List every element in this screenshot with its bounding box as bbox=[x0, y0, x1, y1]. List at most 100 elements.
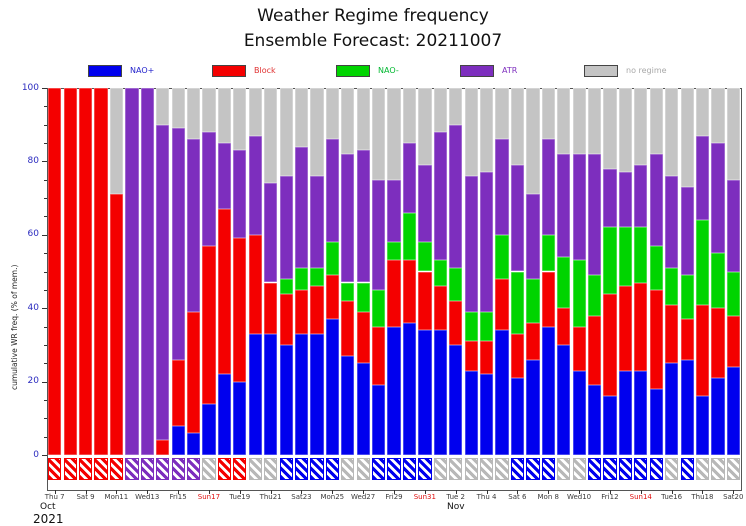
bar-segment-atr bbox=[726, 179, 740, 272]
x-tick-label: Thu18 bbox=[691, 493, 714, 501]
bar-segment-block bbox=[341, 300, 355, 356]
x-tick-label: Sun17 bbox=[197, 493, 221, 501]
x-tick bbox=[424, 490, 426, 494]
bar-segment-atr bbox=[572, 154, 586, 261]
bar-segment-nao+ bbox=[464, 370, 478, 455]
bar-segment-block bbox=[171, 359, 185, 426]
x-tick-label: Fri12 bbox=[601, 493, 619, 501]
y-minor-tick bbox=[44, 399, 47, 401]
x-tick-label: Sat 9 bbox=[76, 493, 95, 501]
bar-segment-nao- bbox=[726, 271, 740, 316]
bar-segment-no-regime bbox=[217, 88, 232, 144]
legend-swatch bbox=[212, 65, 246, 77]
bar-segment-block bbox=[464, 341, 478, 371]
x-tick-label: Wed27 bbox=[351, 493, 376, 501]
y-tick bbox=[42, 161, 47, 163]
regime-box-nao+ bbox=[372, 458, 386, 480]
y-minor-tick bbox=[44, 253, 47, 255]
bar-segment-nao+ bbox=[402, 322, 417, 455]
bar-segment-nao+ bbox=[726, 366, 740, 455]
bar-segment-atr bbox=[665, 176, 679, 268]
bar-segment-nao+ bbox=[187, 432, 201, 455]
bar-segment-no-regime bbox=[510, 88, 525, 166]
y-minor-tick bbox=[44, 289, 47, 291]
regime-box-atr bbox=[140, 458, 154, 480]
x-tick-label: Tue16 bbox=[661, 493, 683, 501]
bar-segment-no-regime bbox=[372, 88, 386, 180]
bar-segment-block bbox=[156, 440, 170, 455]
month-label-oct: Oct bbox=[40, 502, 56, 512]
x-tick-label: Sat20 bbox=[723, 493, 744, 501]
bar-segment-block bbox=[680, 319, 694, 360]
regime-box-nao+ bbox=[418, 458, 432, 480]
bar-segment-no-regime bbox=[310, 88, 324, 177]
bar-segment-block bbox=[264, 282, 278, 334]
bar-segment-nao- bbox=[341, 282, 355, 301]
bar-segment-block bbox=[325, 275, 340, 320]
legend-swatch bbox=[460, 65, 494, 77]
regime-box-nao+ bbox=[526, 458, 540, 480]
bar-segment-nao- bbox=[634, 227, 648, 283]
bar-segment-nao+ bbox=[294, 333, 309, 455]
bar-segment-no-regime bbox=[248, 88, 262, 136]
regime-box-none bbox=[464, 458, 478, 480]
bar-segment-atr bbox=[680, 187, 694, 276]
bar-segment-atr bbox=[140, 88, 154, 455]
x-tick-label: Mon 8 bbox=[537, 493, 559, 501]
bar-segment-atr bbox=[279, 176, 293, 279]
bar-segment-atr bbox=[711, 143, 725, 254]
bar-segment-no-regime bbox=[264, 88, 278, 184]
regime-box-none bbox=[695, 458, 710, 480]
bar-segment-no-regime bbox=[726, 88, 740, 180]
bar-segment-nao- bbox=[495, 234, 509, 279]
y-minor-tick bbox=[44, 106, 47, 108]
regime-box-none bbox=[202, 458, 216, 480]
bar-segment-block bbox=[310, 286, 324, 334]
bar-segment-nao- bbox=[510, 271, 525, 334]
legend-label: no regime bbox=[626, 66, 667, 75]
bar-segment-nao+ bbox=[572, 370, 586, 455]
y-minor-tick bbox=[44, 179, 47, 181]
bar-segment-nao+ bbox=[418, 330, 432, 455]
bar-segment-block bbox=[187, 311, 201, 433]
bar-segment-atr bbox=[217, 143, 232, 210]
bar-segment-nao- bbox=[372, 289, 386, 327]
bar-segment-block bbox=[79, 88, 93, 455]
legend-swatch bbox=[584, 65, 618, 77]
regime-box-nao+ bbox=[634, 458, 648, 480]
bar-segment-nao- bbox=[433, 260, 447, 287]
regime-box-none bbox=[557, 458, 571, 480]
bar-segment-nao- bbox=[603, 227, 617, 294]
bar-segment-atr bbox=[310, 176, 324, 268]
x-tick bbox=[270, 490, 272, 494]
bar-segment-nao+ bbox=[618, 370, 633, 455]
x-tick bbox=[239, 490, 241, 494]
bar-segment-no-regime bbox=[387, 88, 401, 180]
regime-box-atr bbox=[171, 458, 185, 480]
regime-box-atr bbox=[156, 458, 170, 480]
bar-segment-block bbox=[665, 304, 679, 364]
bar-segment-no-regime bbox=[449, 88, 463, 125]
bar-segment-nao+ bbox=[233, 381, 247, 455]
regime-box-block bbox=[63, 458, 77, 480]
regime-box-none bbox=[572, 458, 586, 480]
x-tick-label: Sat23 bbox=[291, 493, 312, 501]
bar-segment-nao+ bbox=[248, 333, 262, 455]
y-tick-label: 60 bbox=[27, 229, 39, 240]
bar-segment-atr bbox=[387, 179, 401, 243]
x-tick-label: Fri15 bbox=[169, 493, 187, 501]
bar-segment-block bbox=[387, 260, 401, 327]
bar-segment-atr bbox=[202, 132, 216, 246]
regime-box-nao+ bbox=[541, 458, 555, 480]
bar-segment-no-regime bbox=[233, 88, 247, 151]
x-tick-label: Fri29 bbox=[385, 493, 403, 501]
legend-swatch bbox=[88, 65, 122, 77]
bar-segment-atr bbox=[418, 165, 432, 243]
bar-segment-atr bbox=[433, 132, 447, 261]
right-spine bbox=[741, 88, 742, 490]
regime-box-block bbox=[48, 458, 62, 480]
x-tick-label: Sat 6 bbox=[508, 493, 527, 501]
bar-segment-block bbox=[618, 286, 633, 371]
bar-segment-atr bbox=[695, 135, 710, 221]
